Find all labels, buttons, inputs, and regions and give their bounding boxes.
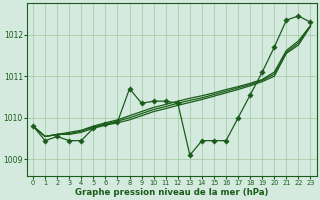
X-axis label: Graphe pression niveau de la mer (hPa): Graphe pression niveau de la mer (hPa) [75, 188, 268, 197]
